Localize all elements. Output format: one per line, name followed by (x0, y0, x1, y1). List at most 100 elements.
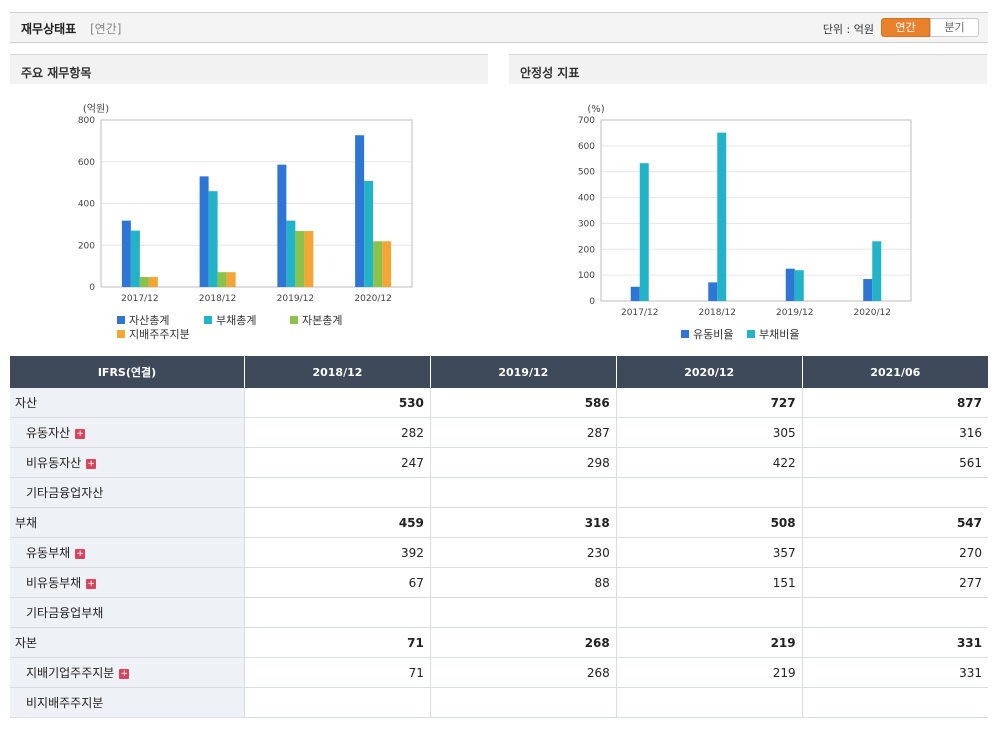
value-cell: 727 (615, 388, 803, 418)
bar (304, 231, 314, 287)
y-tick-label: 400 (78, 200, 95, 210)
legend-swatch (117, 316, 125, 324)
value-cell (801, 597, 988, 628)
value-cell: 67 (244, 567, 431, 598)
bar (717, 132, 727, 301)
value-cell (615, 687, 803, 718)
value-cell: 392 (244, 537, 431, 568)
value-cell: 268 (429, 627, 617, 658)
bar (295, 231, 305, 287)
legend-label: 부채비율 (759, 328, 799, 341)
x-tick-label: 2017/12 (621, 308, 658, 318)
value-cell: 305 (615, 417, 803, 448)
table-row: 지배기업주주지분 +71 268 219 331 (10, 657, 988, 688)
y-tick-label: 200 (78, 241, 95, 251)
section-header: 재무상태표 [연간] 단위 : 억원 연간 분기 (10, 12, 988, 43)
value-cell (615, 477, 803, 508)
table-row: 자산 530 586 727 877 (10, 388, 988, 418)
x-tick-label: 2018/12 (199, 294, 236, 304)
table-row: 자본 71 268 219 331 (10, 627, 988, 658)
y-axis-label: (%) (587, 104, 604, 115)
column-header: 2020/12 (615, 356, 803, 388)
value-cell: 586 (429, 388, 617, 418)
bar (208, 191, 218, 287)
x-tick-label: 2020/12 (854, 308, 891, 318)
row-label: 비지배주주지분 (26, 696, 104, 710)
table-row: 비지배주주지분 (10, 687, 988, 718)
y-tick-label: 0 (89, 283, 95, 293)
row-label-cell: 유동자산 + (10, 417, 245, 448)
value-cell (615, 597, 803, 628)
value-cell (244, 477, 431, 508)
row-label-cell: 비유동자산 + (10, 447, 245, 478)
value-cell: 561 (801, 447, 988, 478)
bar (355, 135, 365, 287)
value-cell: 530 (244, 388, 431, 418)
table-header-row: IFRS(연결) 2018/12 2019/12 2020/12 2021/06 (10, 356, 988, 388)
page-title: 재무상태표 (21, 22, 77, 36)
x-tick-label: 2017/12 (121, 294, 158, 304)
row-label: 자본 (15, 636, 38, 650)
table-row: 기타금융업부채 (10, 597, 988, 628)
row-label-cell: 기타금융업부채 (10, 597, 245, 628)
y-tick-label: 400 (578, 194, 595, 204)
annual-toggle-button[interactable]: 연간 (881, 18, 930, 37)
row-label: 기타금융업부채 (26, 606, 104, 620)
row-label-cell: 비유동부채 + (10, 567, 245, 598)
value-cell (801, 477, 988, 508)
value-cell (801, 687, 988, 718)
expand-plus-icon[interactable]: + (119, 669, 130, 679)
bar (382, 241, 392, 287)
financial-table: IFRS(연결) 2018/12 2019/12 2020/12 2021/06… (10, 356, 988, 718)
legend-swatch (117, 330, 125, 338)
value-cell: 270 (801, 537, 988, 568)
value-cell: 277 (801, 567, 988, 598)
value-cell: 268 (429, 657, 617, 688)
table-row: 유동자산 +282 287 305 316 (10, 417, 988, 448)
value-cell: 219 (615, 627, 803, 658)
bar (863, 279, 873, 301)
row-label-cell: 유동부채 + (10, 537, 245, 568)
y-tick-label: 600 (78, 158, 95, 168)
value-cell: 298 (429, 447, 617, 478)
value-cell: 316 (801, 417, 988, 448)
x-tick-label: 2019/12 (277, 294, 314, 304)
value-cell (429, 597, 617, 628)
row-label: 비유동자산 (26, 456, 82, 470)
legend-swatch (681, 330, 689, 338)
value-cell: 877 (801, 388, 988, 418)
bar (639, 163, 649, 301)
y-tick-label: 200 (578, 245, 595, 255)
bar (630, 286, 640, 301)
row-label-cell: 지배기업주주지분 + (10, 657, 245, 688)
legend-label: 자산총계 (129, 314, 169, 327)
plot-frame (600, 119, 912, 302)
row-label: 유동부채 (26, 546, 71, 560)
value-cell: 282 (244, 417, 431, 448)
legend-label: 지배주주지분 (129, 328, 190, 341)
column-header: 2018/12 (244, 356, 431, 388)
y-tick-label: 100 (578, 271, 595, 281)
x-tick-label: 2019/12 (776, 308, 813, 318)
row-label: 기타금융업자산 (26, 486, 104, 500)
legend-swatch (747, 330, 755, 338)
corner-header: IFRS(연결) (10, 356, 245, 388)
y-axis-label: (억원) (83, 103, 109, 115)
expand-plus-icon[interactable]: + (75, 549, 86, 559)
value-cell: 71 (244, 657, 431, 688)
row-label: 부채 (15, 516, 38, 530)
legend-label: 부채총계 (216, 314, 256, 327)
bar (139, 276, 149, 287)
y-tick-label: 500 (578, 168, 595, 178)
expand-plus-icon[interactable]: + (86, 459, 97, 469)
legend-swatch (204, 316, 212, 324)
value-cell: 219 (615, 657, 803, 688)
expand-plus-icon[interactable]: + (86, 579, 97, 589)
quarter-toggle-button[interactable]: 분기 (930, 18, 979, 37)
expand-plus-icon[interactable]: + (75, 429, 86, 439)
y-tick-label: 0 (589, 297, 595, 307)
value-cell: 230 (429, 537, 617, 568)
legend-label: 자본총계 (302, 314, 342, 327)
row-label-cell: 자산 (10, 388, 245, 418)
value-cell: 247 (244, 447, 431, 478)
